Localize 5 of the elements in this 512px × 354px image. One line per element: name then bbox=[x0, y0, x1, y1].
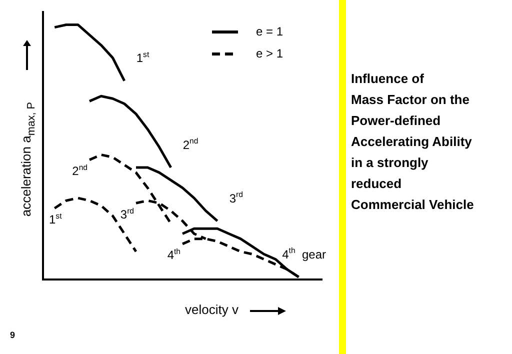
text: Influence of Mass Factor on the Power-defined Accelerating Ability in a strongly reduced Commercial Vehicle bbox=[351, 70, 474, 214]
x-axis-title: velocity v bbox=[185, 302, 238, 317]
legend-label: e > 1 bbox=[256, 46, 284, 60]
text: 9 bbox=[10, 330, 16, 340]
legend-label: e = 1 bbox=[256, 24, 284, 38]
